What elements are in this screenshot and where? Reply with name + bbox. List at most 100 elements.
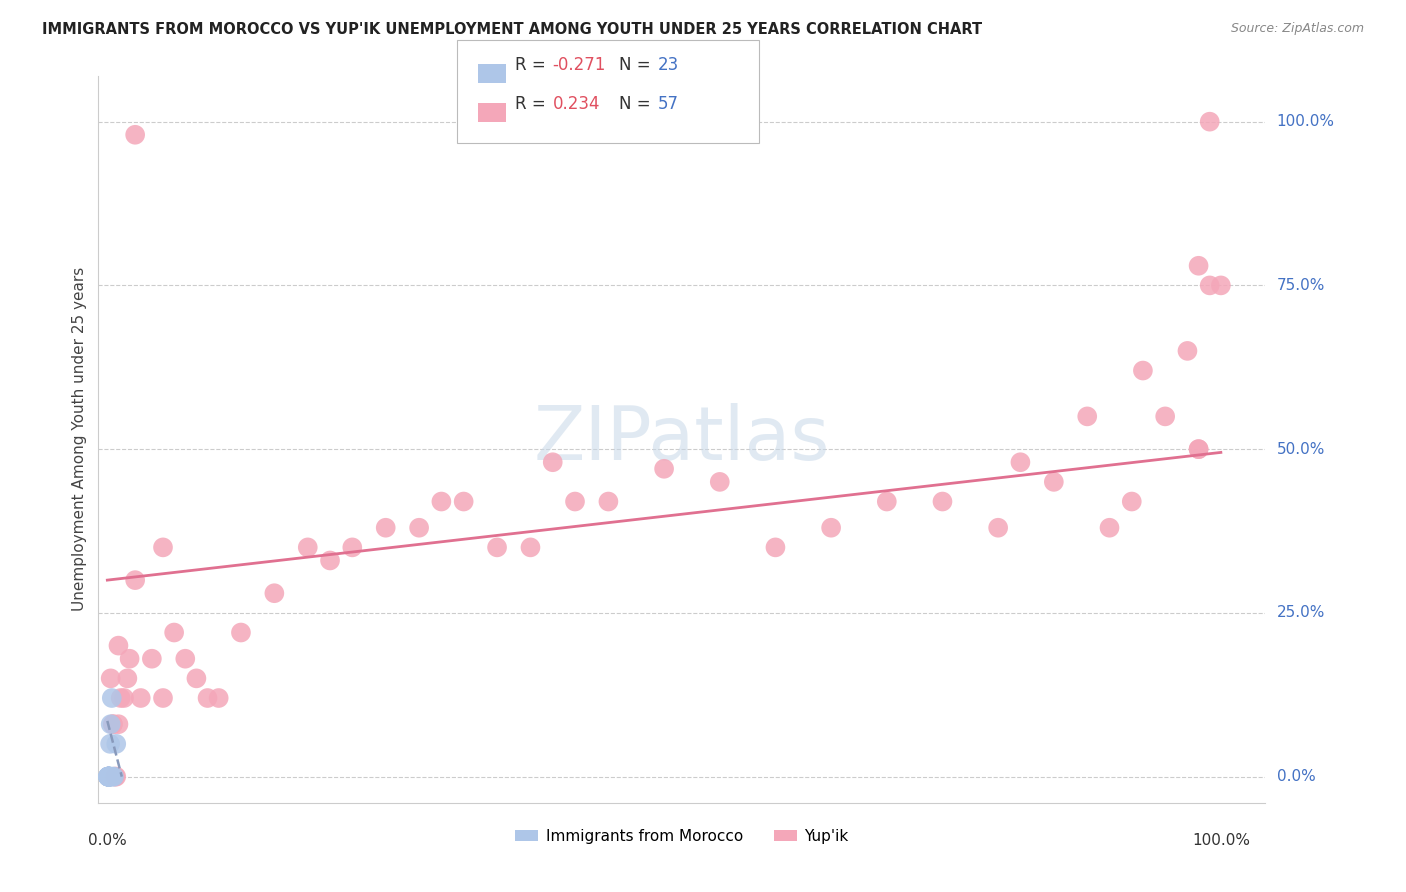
Point — [229, 625, 252, 640]
Point — [408, 521, 430, 535]
Point — [174, 651, 197, 665]
Text: 23: 23 — [658, 56, 679, 74]
Point — [101, 717, 124, 731]
Point — [208, 691, 231, 706]
Point — [1010, 455, 1032, 469]
Text: 100.0%: 100.0% — [1277, 114, 1334, 129]
Point — [97, 770, 120, 784]
Point — [1198, 114, 1220, 128]
Point — [110, 691, 132, 706]
Point — [100, 770, 122, 784]
Text: 100.0%: 100.0% — [1192, 833, 1250, 848]
Point — [97, 770, 120, 784]
Point — [98, 770, 121, 784]
Point — [541, 455, 564, 469]
Point — [101, 717, 124, 731]
Point — [430, 494, 453, 508]
Text: 0.0%: 0.0% — [89, 833, 127, 848]
Point — [1098, 521, 1121, 535]
Point — [263, 586, 285, 600]
Point — [765, 541, 787, 555]
Point — [709, 475, 731, 489]
Point — [1187, 442, 1209, 457]
Point — [1198, 278, 1220, 293]
Point — [124, 128, 146, 142]
Point — [1154, 409, 1177, 424]
Point — [1121, 494, 1143, 508]
Point — [98, 770, 121, 784]
Point — [112, 691, 135, 706]
Point — [197, 691, 219, 706]
Point — [107, 717, 129, 731]
Point — [105, 737, 128, 751]
Point — [519, 541, 541, 555]
Text: 0.234: 0.234 — [553, 95, 600, 113]
Point — [163, 625, 186, 640]
Point — [319, 553, 342, 567]
Point — [118, 651, 141, 665]
Y-axis label: Unemployment Among Youth under 25 years: Unemployment Among Youth under 25 years — [72, 268, 87, 611]
Point — [97, 770, 120, 784]
Point — [152, 691, 174, 706]
Point — [564, 494, 586, 508]
Point — [652, 462, 675, 476]
Point — [101, 770, 124, 784]
Point — [103, 770, 125, 784]
Point — [152, 541, 174, 555]
Point — [876, 494, 898, 508]
Point — [107, 639, 129, 653]
Point — [1187, 259, 1209, 273]
Point — [101, 691, 124, 706]
Point — [1076, 409, 1098, 424]
Point — [987, 521, 1010, 535]
Text: 50.0%: 50.0% — [1277, 442, 1324, 457]
Point — [1132, 363, 1154, 377]
Point — [129, 691, 152, 706]
Point — [97, 770, 120, 784]
Text: N =: N = — [619, 56, 655, 74]
Point — [98, 770, 121, 784]
Text: Source: ZipAtlas.com: Source: ZipAtlas.com — [1230, 22, 1364, 36]
Point — [453, 494, 475, 508]
Point — [97, 770, 120, 784]
Text: N =: N = — [619, 95, 655, 113]
Point — [1043, 475, 1066, 489]
Text: 75.0%: 75.0% — [1277, 278, 1324, 293]
Point — [97, 770, 120, 784]
Point — [100, 717, 122, 731]
Point — [97, 770, 120, 784]
Text: 57: 57 — [658, 95, 679, 113]
Text: IMMIGRANTS FROM MOROCCO VS YUP'IK UNEMPLOYMENT AMONG YOUTH UNDER 25 YEARS CORREL: IMMIGRANTS FROM MOROCCO VS YUP'IK UNEMPL… — [42, 22, 983, 37]
Text: 25.0%: 25.0% — [1277, 606, 1324, 620]
Point — [186, 671, 208, 685]
Point — [1187, 442, 1209, 457]
Text: ZIPatlas: ZIPatlas — [534, 403, 830, 475]
Point — [100, 671, 122, 685]
Point — [98, 770, 121, 784]
Point — [97, 770, 120, 784]
Point — [98, 737, 121, 751]
Point — [141, 651, 163, 665]
Point — [117, 671, 139, 685]
Point — [105, 770, 128, 784]
Text: R =: R = — [515, 95, 551, 113]
Point — [486, 541, 509, 555]
Text: 0.0%: 0.0% — [1277, 769, 1315, 784]
Point — [124, 573, 146, 587]
Legend: Immigrants from Morocco, Yup'ik: Immigrants from Morocco, Yup'ik — [509, 822, 855, 850]
Point — [931, 494, 953, 508]
Point — [104, 770, 127, 784]
Text: -0.271: -0.271 — [553, 56, 606, 74]
Point — [820, 521, 842, 535]
Point — [1177, 343, 1199, 358]
Point — [97, 770, 120, 784]
Point — [598, 494, 620, 508]
Point — [98, 770, 121, 784]
Text: R =: R = — [515, 56, 551, 74]
Point — [98, 770, 121, 784]
Point — [297, 541, 319, 555]
Point — [342, 541, 364, 555]
Point — [97, 770, 120, 784]
Point — [374, 521, 396, 535]
Point — [1209, 278, 1232, 293]
